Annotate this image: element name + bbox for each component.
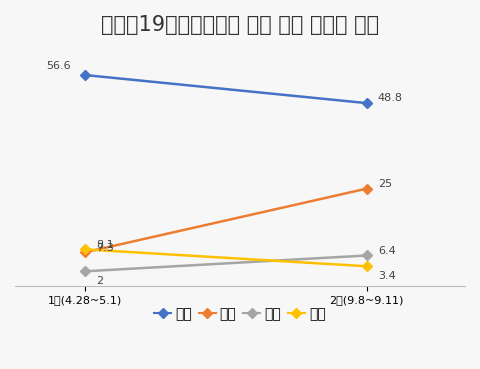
Text: 3.4: 3.4	[378, 271, 396, 281]
Text: 48.8: 48.8	[378, 93, 403, 103]
Text: 7.3: 7.3	[96, 243, 114, 253]
Legend: 불안, 분노, 혐오, 슬픔: 불안, 분노, 혐오, 슬픔	[149, 302, 331, 327]
슬픔	[83, 247, 88, 252]
Line: 분노: 분노	[82, 185, 370, 256]
분노	[364, 186, 370, 191]
Text: 8.1: 8.1	[96, 240, 114, 250]
불안	[364, 101, 370, 105]
Line: 혐오: 혐오	[82, 252, 370, 275]
분노	[83, 250, 88, 255]
불안	[83, 73, 88, 77]
Text: 25: 25	[378, 179, 392, 189]
Title: 코로나19뉴스정보에서 가장 크게 느끼는 감정: 코로나19뉴스정보에서 가장 크게 느끼는 감정	[101, 15, 379, 35]
Line: 불안: 불안	[82, 72, 370, 107]
Text: 6.4: 6.4	[378, 246, 396, 256]
Text: 2: 2	[96, 276, 104, 286]
슬픔	[364, 264, 370, 269]
혐오	[364, 253, 370, 258]
Line: 슬픔: 슬픔	[82, 246, 370, 270]
Text: 56.6: 56.6	[47, 61, 71, 71]
혐오	[83, 269, 88, 273]
